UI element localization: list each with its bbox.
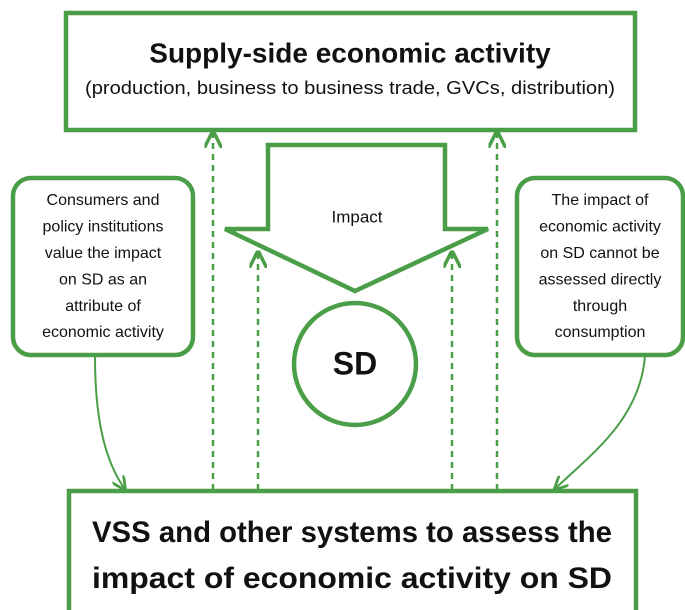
sd-label: SD xyxy=(333,345,377,381)
left-note-text: Consumers and policy institutions value th… xyxy=(42,192,164,341)
bottom-box xyxy=(66,488,639,610)
right-note-text: The impact of economic activity on SD cann… xyxy=(539,192,662,341)
right-note xyxy=(514,175,685,358)
bottom-text: VSS and other systems to assess the impac… xyxy=(92,516,612,595)
text-line: VSS and other systems to assess the xyxy=(92,516,612,549)
connector xyxy=(94,355,124,488)
text-line: on SD as an xyxy=(59,271,147,288)
top-subtitle: (production, business to business trade,… xyxy=(85,78,615,98)
text-line: attribute of xyxy=(65,298,141,315)
top-title: Supply-side economic activity xyxy=(149,37,551,68)
text-line: consumption xyxy=(555,324,646,341)
sd-circle xyxy=(291,300,419,428)
text-line: economic activity xyxy=(42,324,164,341)
top-box xyxy=(63,10,638,133)
impact-arrow xyxy=(224,142,489,294)
text-line: value the impact xyxy=(45,245,162,262)
text-line: The impact of xyxy=(552,192,649,209)
text-line: through xyxy=(573,298,627,315)
connector xyxy=(556,355,646,488)
text-line: assessed directly xyxy=(539,271,662,288)
impact-label: Impact xyxy=(331,207,382,226)
text-line: economic activity xyxy=(539,219,661,236)
left-note xyxy=(10,175,196,358)
text-line: on SD cannot be xyxy=(540,245,659,262)
text-line: Consumers and xyxy=(47,192,160,209)
text-line: policy institutions xyxy=(43,219,164,236)
text-line: impact of economic activity on SD xyxy=(92,562,612,595)
